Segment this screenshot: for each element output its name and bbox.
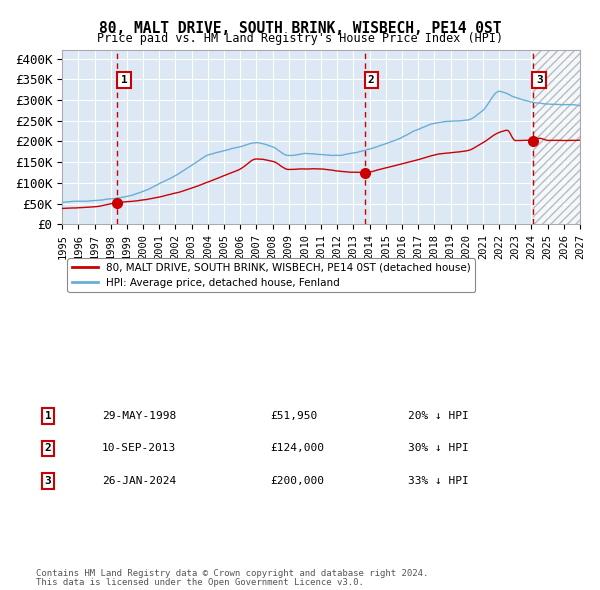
- Text: 30% ↓ HPI: 30% ↓ HPI: [408, 444, 469, 453]
- 80, MALT DRIVE, SOUTH BRINK, WISBECH, PE14 0ST (detached house): [503, 127, 511, 134]
- Text: 3: 3: [44, 476, 52, 486]
- Text: 3: 3: [536, 75, 542, 85]
- HPI: Average price, detached house, Fenland: (2.02e+03, 3.21e+05): Average price, detached house, Fenland: …: [495, 88, 502, 95]
- 80, MALT DRIVE, SOUTH BRINK, WISBECH, PE14 0ST (detached house): [325, 166, 332, 173]
- Text: 20% ↓ HPI: 20% ↓ HPI: [408, 411, 469, 421]
- 80, MALT DRIVE, SOUTH BRINK, WISBECH, PE14 0ST (detached house): [92, 203, 100, 210]
- Text: 2: 2: [44, 444, 52, 453]
- HPI: Average price, detached house, Fenland: (2e+03, 5.56e+04): Average price, detached house, Fenland: …: [76, 198, 83, 205]
- Text: £51,950: £51,950: [270, 411, 317, 421]
- 80, MALT DRIVE, SOUTH BRINK, WISBECH, PE14 0ST (detached house): [506, 129, 514, 136]
- Text: 10-SEP-2013: 10-SEP-2013: [102, 444, 176, 453]
- HPI: Average price, detached house, Fenland: (2e+03, 5.3e+04): Average price, detached house, Fenland: …: [59, 199, 66, 206]
- HPI: Average price, detached house, Fenland: (2.02e+03, 3.12e+05): Average price, detached house, Fenland: …: [506, 91, 514, 99]
- Line: HPI: Average price, detached house, Fenland: HPI: Average price, detached house, Fenl…: [62, 91, 580, 202]
- Text: This data is licensed under the Open Government Licence v3.0.: This data is licensed under the Open Gov…: [36, 578, 364, 588]
- 80, MALT DRIVE, SOUTH BRINK, WISBECH, PE14 0ST (detached house): [59, 205, 66, 212]
- Bar: [533, 50, 580, 224]
- Text: 33% ↓ HPI: 33% ↓ HPI: [408, 476, 469, 486]
- HPI: Average price, detached house, Fenland: (2e+03, 5.72e+04): Average price, detached house, Fenland: …: [92, 197, 100, 204]
- Bar: [533, 50, 580, 224]
- Text: £124,000: £124,000: [270, 444, 324, 453]
- Text: 29-MAY-1998: 29-MAY-1998: [102, 411, 176, 421]
- 80, MALT DRIVE, SOUTH BRINK, WISBECH, PE14 0ST (detached house): [574, 137, 581, 144]
- Text: Price paid vs. HM Land Registry's House Price Index (HPI): Price paid vs. HM Land Registry's House …: [97, 32, 503, 45]
- HPI: Average price, detached house, Fenland: (2.02e+03, 2.42e+05): Average price, detached house, Fenland: …: [428, 120, 435, 127]
- Text: Contains HM Land Registry data © Crown copyright and database right 2024.: Contains HM Land Registry data © Crown c…: [36, 569, 428, 578]
- 80, MALT DRIVE, SOUTH BRINK, WISBECH, PE14 0ST (detached house): [428, 152, 435, 159]
- HPI: Average price, detached house, Fenland: (2.03e+03, 2.87e+05): Average price, detached house, Fenland: …: [574, 101, 581, 109]
- 80, MALT DRIVE, SOUTH BRINK, WISBECH, PE14 0ST (detached house): [76, 204, 83, 211]
- HPI: Average price, detached house, Fenland: (2.01e+03, 1.67e+05): Average price, detached house, Fenland: …: [325, 152, 332, 159]
- Text: 1: 1: [44, 411, 52, 421]
- HPI: Average price, detached house, Fenland: (2.03e+03, 2.86e+05): Average price, detached house, Fenland: …: [577, 102, 584, 109]
- Text: 80, MALT DRIVE, SOUTH BRINK, WISBECH, PE14 0ST: 80, MALT DRIVE, SOUTH BRINK, WISBECH, PE…: [99, 21, 501, 35]
- 80, MALT DRIVE, SOUTH BRINK, WISBECH, PE14 0ST (detached house): [577, 137, 584, 144]
- Text: 1: 1: [121, 75, 127, 85]
- Text: 2: 2: [368, 75, 374, 85]
- Text: £200,000: £200,000: [270, 476, 324, 486]
- Text: 26-JAN-2024: 26-JAN-2024: [102, 476, 176, 486]
- Legend: 80, MALT DRIVE, SOUTH BRINK, WISBECH, PE14 0ST (detached house), HPI: Average pr: 80, MALT DRIVE, SOUTH BRINK, WISBECH, PE…: [67, 258, 475, 292]
- Line: 80, MALT DRIVE, SOUTH BRINK, WISBECH, PE14 0ST (detached house): 80, MALT DRIVE, SOUTH BRINK, WISBECH, PE…: [62, 130, 580, 208]
